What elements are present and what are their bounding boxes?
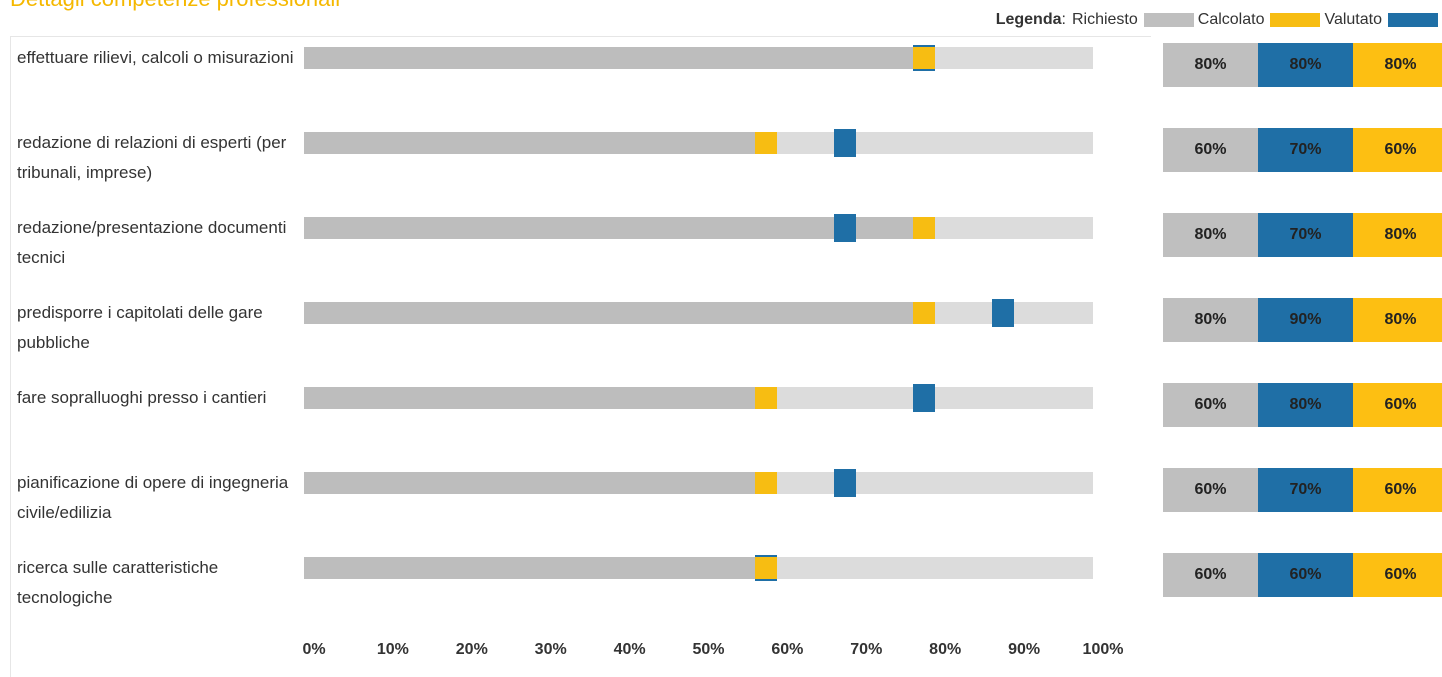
- bar-track: [304, 384, 1093, 412]
- legend-swatch-richiesto: [1143, 13, 1194, 27]
- marker-calcolato: [913, 384, 936, 412]
- value-box-valutato: 60%: [1353, 128, 1442, 172]
- value-box-calcolato: 80%: [1258, 383, 1353, 427]
- value-box-richiesto: 60%: [1163, 468, 1258, 512]
- x-tick-label: 100%: [1082, 641, 1124, 658]
- row-label: fare sopralluoghi presso i cantieri: [17, 388, 267, 407]
- x-tick-label: 20%: [455, 641, 488, 658]
- bar-richiesto: [304, 557, 767, 579]
- bar-track: [304, 469, 1093, 497]
- marker-valutato: [755, 132, 778, 154]
- bar-richiesto: [304, 217, 925, 239]
- value-box-calcolato: 60%: [1258, 553, 1353, 597]
- row-label: effettuare rilievi, calcoli o misurazion…: [17, 48, 294, 67]
- value-box-valutato: 80%: [1353, 298, 1442, 342]
- value-box-calcolato: 70%: [1258, 468, 1353, 512]
- value-box-richiesto: 60%: [1163, 383, 1258, 427]
- legend-label-calcolato: Calcolato: [1197, 11, 1265, 28]
- marker-calcolato: [834, 469, 857, 497]
- legend-swatch-calcolato: [1270, 13, 1321, 27]
- marker-valutato: [913, 302, 936, 324]
- row-label: predisporre i capitolati delle gare pubb…: [17, 303, 263, 352]
- value-box-richiesto: 80%: [1163, 298, 1258, 342]
- bar-richiesto: [304, 47, 925, 69]
- value-box-richiesto: 60%: [1163, 553, 1258, 597]
- x-tick-label: 30%: [534, 641, 567, 658]
- x-tick-label: 70%: [850, 641, 883, 658]
- value-box-valutato: 80%: [1353, 213, 1442, 257]
- row-label: ricerca sulle caratteristiche tecnologic…: [17, 558, 219, 607]
- value-box-richiesto: 80%: [1163, 213, 1258, 257]
- marker-valutato: [913, 47, 936, 69]
- value-box-valutato: 60%: [1353, 553, 1442, 597]
- legend-swatch-valutato: [1388, 13, 1438, 27]
- value-box-calcolato: 70%: [1258, 128, 1353, 172]
- legend-colon: :: [1061, 11, 1066, 28]
- x-tick-label: 40%: [613, 641, 646, 658]
- value-box-valutato: 80%: [1353, 43, 1442, 87]
- value-box-calcolato: 70%: [1258, 213, 1353, 257]
- legend-label-valutato: Valutato: [1324, 11, 1382, 28]
- value-box-richiesto: 80%: [1163, 43, 1258, 87]
- bar-richiesto: [304, 302, 925, 324]
- marker-valutato: [755, 387, 778, 409]
- value-box-richiesto: 60%: [1163, 128, 1258, 172]
- marker-valutato: [913, 217, 936, 239]
- value-box-valutato: 60%: [1353, 468, 1442, 512]
- legend: Legenda: Richiesto Calcolato Valutato: [996, 9, 1442, 31]
- x-tick-label: 50%: [692, 641, 725, 658]
- x-tick-label: 80%: [929, 641, 962, 658]
- x-tick-label: 60%: [771, 641, 804, 658]
- x-tick-label: 10%: [376, 641, 409, 658]
- value-box-calcolato: 80%: [1258, 43, 1353, 87]
- marker-calcolato: [834, 129, 857, 157]
- bar-richiesto: [304, 387, 767, 409]
- value-box-valutato: 60%: [1353, 383, 1442, 427]
- bar-track: [304, 214, 1093, 242]
- bar-richiesto: [304, 132, 767, 154]
- chart-panel: [10, 36, 1151, 677]
- legend-title: Legenda: [995, 11, 1062, 28]
- row-label: redazione di relazioni di esperti (per t…: [17, 133, 287, 182]
- legend-label-richiesto: Richiesto: [1071, 11, 1138, 28]
- marker-valutato: [755, 472, 778, 494]
- page-title: Dettagli competenze professionali: [10, 0, 340, 12]
- marker-calcolato: [992, 299, 1015, 327]
- row-label: pianificazione di opere di ingegneria ci…: [17, 473, 289, 522]
- bar-track: [304, 555, 1093, 581]
- bar-track: [304, 45, 1093, 71]
- row-label: redazione/presentazione documenti tecnic…: [17, 218, 287, 267]
- marker-valutato: [755, 557, 778, 579]
- marker-calcolato: [834, 214, 857, 242]
- bar-richiesto: [304, 472, 767, 494]
- value-box-calcolato: 90%: [1258, 298, 1353, 342]
- bar-track: [304, 299, 1093, 327]
- x-tick-label: 0%: [302, 641, 326, 658]
- bar-track: [304, 129, 1093, 157]
- x-tick-label: 90%: [1008, 641, 1041, 658]
